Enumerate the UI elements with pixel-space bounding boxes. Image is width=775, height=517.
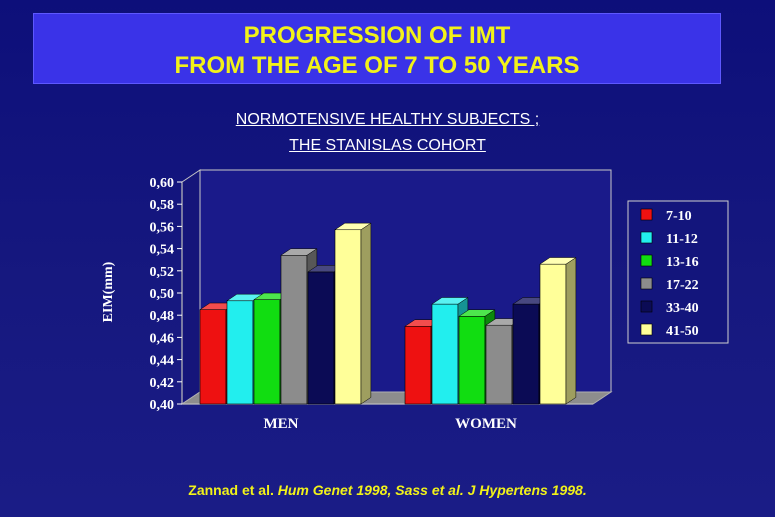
bar-top-men-41-50 [334, 222, 372, 230]
y-tick-label: 0,58 [150, 198, 175, 213]
bar-top-women-41-50 [539, 257, 577, 265]
y-tick-label: 0,42 [150, 376, 175, 391]
chart-subtitle-line2: THE STANISLAS COHORT [289, 137, 486, 154]
citation-journals: Hum Genet 1998, Sass et al. J Hypertens … [277, 482, 587, 498]
bar-men-41-50 [334, 229, 362, 405]
bar-men-13-16 [253, 299, 281, 405]
y-tick-label: 0,40 [150, 398, 175, 413]
slide-title-line2: FROM THE AGE OF 7 TO 50 YEARS [174, 52, 580, 79]
bar-women-17-22 [485, 324, 513, 405]
legend-entry-13-16: 13-16 [666, 255, 699, 270]
bar-top-women-11-12 [431, 297, 469, 305]
legend-entry-11-12: 11-12 [666, 232, 698, 247]
legend-swatch-41-50 [640, 323, 653, 336]
bar-men-17-22 [280, 254, 308, 405]
y-tick-label: 0,48 [150, 309, 175, 324]
x-tick-label-women: WOMEN [455, 416, 517, 432]
bar-women-13-16 [458, 316, 486, 405]
bar-side-men-41-50 [360, 222, 372, 405]
legend-swatch-13-16 [640, 254, 653, 267]
citation-authors: Zannad et al. [188, 482, 278, 498]
bar-men-7-10 [199, 309, 227, 405]
legend-entry-41-50: 41-50 [666, 324, 699, 339]
legend-swatch-11-12 [640, 231, 653, 244]
legend-entry-17-22: 17-22 [666, 278, 699, 293]
bar-women-7-10 [404, 325, 432, 405]
bar-women-11-12 [431, 303, 459, 405]
y-tick-label: 0,54 [150, 243, 175, 258]
legend-entry-7-10: 7-10 [666, 209, 692, 224]
bar-top-women-13-16 [458, 309, 496, 317]
y-tick-label: 0,52 [150, 265, 175, 280]
bar-women-41-50 [539, 263, 567, 405]
legend-swatch-17-22 [640, 277, 653, 290]
y-tick-label: 0,60 [150, 176, 175, 191]
legend-box [627, 200, 729, 344]
y-tick-label: 0,44 [150, 354, 175, 369]
legend-swatch-33-40 [640, 300, 653, 313]
bar-women-33-40 [512, 303, 540, 405]
plot-side-wall [181, 169, 201, 405]
y-tick-label: 0,46 [150, 331, 175, 346]
chart-subtitle-line1: NORMOTENSIVE HEALTHY SUBJECTS ; [235, 111, 540, 128]
bar-top-men-17-22 [280, 248, 318, 256]
x-tick-label-men: MEN [264, 416, 299, 432]
y-axis-label: EIM(mm) [101, 261, 116, 322]
legend-swatch-7-10 [640, 208, 653, 221]
bar-men-11-12 [226, 300, 254, 405]
bar-side-women-41-50 [565, 257, 577, 405]
citation: Zannad et al. Hum Genet 1998, Sass et al… [0, 482, 775, 498]
slide-title-line1: PROGRESSION OF IMT [243, 22, 511, 49]
y-tick-label: 0,50 [150, 287, 175, 302]
title-box: PROGRESSION OF IMT FROM THE AGE OF 7 TO … [33, 13, 721, 84]
legend-entry-33-40: 33-40 [666, 301, 699, 316]
y-tick-label: 0,56 [150, 220, 175, 235]
bar-men-33-40 [307, 271, 335, 405]
